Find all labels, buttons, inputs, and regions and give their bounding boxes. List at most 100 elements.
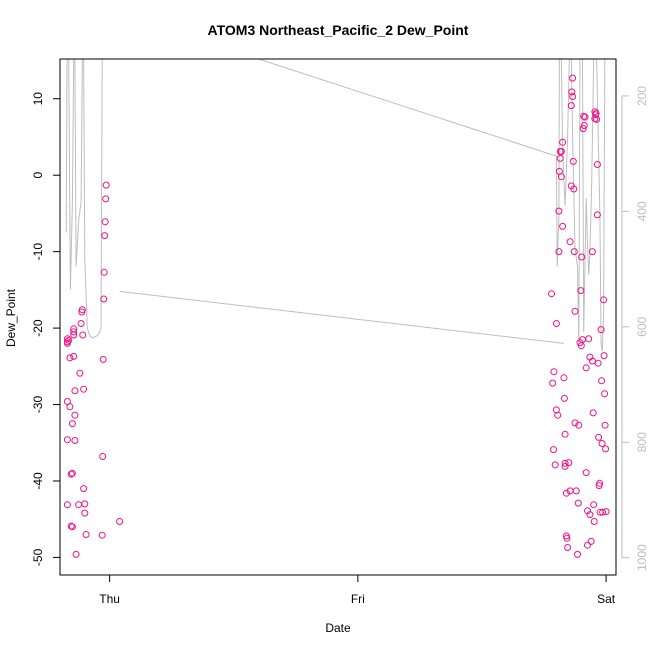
data-point bbox=[68, 420, 76, 428]
data-point bbox=[67, 522, 75, 530]
data-point bbox=[579, 125, 587, 133]
data-point bbox=[560, 374, 568, 382]
data-point bbox=[68, 469, 76, 477]
data-point bbox=[575, 421, 583, 429]
data-point bbox=[601, 390, 609, 398]
data-point bbox=[548, 290, 555, 298]
data-point bbox=[602, 445, 610, 453]
data-point bbox=[68, 523, 76, 531]
data-point bbox=[82, 531, 90, 538]
data-point bbox=[557, 173, 565, 181]
data-point bbox=[593, 161, 601, 168]
x-tick-label: Thu bbox=[99, 592, 120, 606]
data-point bbox=[72, 550, 80, 558]
data-point bbox=[99, 355, 107, 363]
y2-tick-label: 1000 bbox=[635, 544, 649, 571]
data-point bbox=[595, 433, 603, 441]
data-point bbox=[593, 115, 601, 123]
data-point bbox=[550, 368, 558, 376]
data-point bbox=[80, 485, 88, 493]
data-point bbox=[581, 113, 589, 121]
data-point bbox=[601, 421, 609, 429]
data-point bbox=[81, 500, 89, 508]
data-point bbox=[571, 419, 579, 427]
data-point bbox=[561, 430, 569, 438]
y-axis-right: 200 400 600 800 1000 bbox=[621, 86, 649, 571]
y-tick-label: -40 bbox=[31, 472, 45, 490]
y-tick-label: -10 bbox=[31, 243, 45, 261]
data-point bbox=[594, 359, 602, 367]
data-point bbox=[593, 211, 601, 219]
data-point bbox=[600, 352, 608, 360]
data-point bbox=[559, 138, 567, 146]
data-point bbox=[580, 112, 588, 120]
data-point bbox=[77, 320, 85, 327]
x-axis-label: Date bbox=[325, 621, 351, 635]
data-point bbox=[557, 148, 565, 155]
data-point bbox=[562, 489, 570, 497]
data-point bbox=[555, 248, 563, 256]
data-point bbox=[567, 102, 575, 110]
data-point bbox=[66, 354, 74, 362]
data-point bbox=[78, 306, 86, 314]
data-point bbox=[561, 462, 569, 470]
y2-tick-label: 200 bbox=[635, 86, 649, 106]
data-point bbox=[588, 248, 596, 256]
data-point bbox=[102, 195, 110, 203]
data-point bbox=[63, 339, 71, 347]
data-point bbox=[76, 369, 84, 377]
y-tick-label: 0 bbox=[31, 172, 45, 179]
data-point bbox=[80, 385, 88, 393]
data-point bbox=[63, 436, 71, 444]
data-point bbox=[568, 88, 576, 96]
y2-tick-label: 800 bbox=[635, 432, 649, 452]
data-point bbox=[574, 499, 582, 507]
data-point bbox=[584, 541, 591, 549]
data-point bbox=[71, 387, 79, 395]
x-axis: Thu Fri Sat bbox=[99, 574, 616, 606]
data-point bbox=[552, 320, 560, 327]
data-point bbox=[587, 537, 595, 545]
data-point bbox=[599, 508, 607, 516]
x-tick-label: Sat bbox=[597, 592, 616, 606]
data-point bbox=[70, 331, 78, 339]
data-point bbox=[101, 218, 109, 226]
data-point bbox=[71, 411, 79, 419]
data-point bbox=[81, 509, 89, 517]
data-point bbox=[70, 328, 78, 336]
data-point bbox=[65, 336, 73, 344]
data-point bbox=[559, 222, 567, 230]
data-point bbox=[597, 326, 605, 334]
data-point bbox=[569, 93, 577, 100]
y-tick-label: -30 bbox=[31, 396, 45, 414]
points-layer bbox=[63, 74, 610, 558]
chart-title: ATOM3 Northeast_Pacific_2 Dew_Point bbox=[208, 22, 469, 38]
data-point bbox=[582, 469, 590, 477]
data-point bbox=[566, 238, 574, 246]
data-point bbox=[591, 108, 599, 116]
data-point bbox=[116, 518, 124, 525]
data-point bbox=[563, 534, 571, 542]
data-point bbox=[565, 459, 573, 467]
data-point bbox=[101, 232, 109, 240]
data-point bbox=[577, 287, 585, 295]
data-point bbox=[600, 296, 608, 304]
y-tick-label: 10 bbox=[31, 92, 45, 106]
data-point bbox=[590, 501, 598, 509]
data-point bbox=[100, 268, 108, 276]
y2-tick-label: 400 bbox=[635, 201, 649, 221]
data-point bbox=[571, 307, 579, 315]
y-axis-label: Dew_Point bbox=[4, 288, 18, 347]
data-point bbox=[70, 352, 78, 360]
data-point bbox=[586, 511, 594, 519]
data-point bbox=[63, 335, 71, 343]
series-line-1 bbox=[65, 59, 606, 352]
data-point bbox=[554, 411, 562, 419]
data-point bbox=[572, 487, 580, 495]
data-point bbox=[550, 446, 557, 454]
data-point bbox=[551, 461, 559, 469]
data-point bbox=[98, 531, 106, 539]
data-point bbox=[549, 379, 557, 387]
y2-tick-label: 600 bbox=[635, 316, 649, 336]
